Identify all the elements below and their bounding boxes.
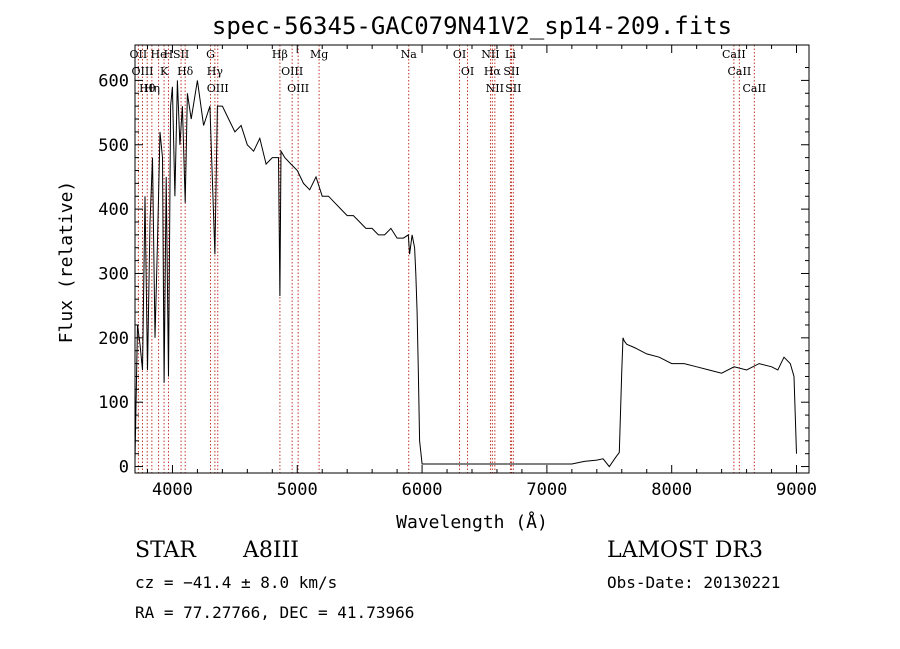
line-label-17: OI	[453, 48, 466, 61]
subclass: A8III	[243, 538, 299, 563]
line-label-25: CaII	[722, 48, 746, 61]
line-label-4: He	[151, 48, 167, 61]
line-label-22: SII	[503, 65, 519, 78]
line-label-12: Hβ	[272, 48, 288, 61]
x-tick-label-6000: 6000	[402, 480, 443, 500]
line-label-27: CaII	[742, 82, 766, 95]
line-label-19: Hα	[484, 65, 502, 78]
survey-name: LAMOST DR3	[607, 538, 763, 563]
line-label-13: OIII	[281, 65, 303, 78]
line-label-6: H	[164, 48, 174, 61]
line-label-23: Li	[505, 48, 516, 61]
line-label-14: OIII	[287, 82, 309, 95]
line-label-0: Hθ	[139, 82, 156, 95]
line-label-8: Hδ	[177, 65, 194, 78]
obs-date: Obs-Date: 20130221	[607, 573, 781, 592]
coordinates: RA = 77.27766, DEC = 41.73966	[135, 603, 415, 622]
line-label-2: OIII	[131, 65, 153, 78]
object-type: STAR	[135, 538, 196, 563]
line-label-11: G	[206, 48, 215, 61]
spectrum-line	[134, 80, 797, 468]
y-axis-ticks: 0 100 200 300 400 500 600	[98, 67, 809, 478]
y-tick-label-0: 0	[119, 458, 129, 478]
x-tick-label-8000: 8000	[651, 480, 692, 500]
line-label-9: OIII	[207, 82, 229, 95]
y-tick-label-200: 200	[98, 329, 129, 349]
plot-frame	[134, 44, 810, 474]
line-label-24: SII	[505, 82, 521, 95]
x-tick-label-4000: 4000	[152, 480, 193, 500]
y-tick-label-100: 100	[98, 393, 129, 413]
line-label-1: OII	[130, 48, 148, 61]
line-label-15: Mg	[310, 48, 328, 61]
line-label-7: SII	[173, 48, 189, 61]
x-tick-label-9000: 9000	[776, 480, 817, 500]
line-markers	[137, 45, 755, 473]
redshift-cz: cz = −41.4 ± 8.0 km/s	[135, 573, 338, 592]
line-label-10: Hγ	[207, 65, 224, 78]
y-tick-label-300: 300	[98, 264, 129, 284]
line-label-16: Na	[401, 48, 418, 61]
line-label-20: NII	[481, 48, 499, 61]
line-label-18: OI	[461, 65, 474, 78]
line-label-21: NII	[486, 82, 504, 95]
chart-title: spec-56345-GAC079N41V2_sp14-209.fits	[212, 12, 732, 40]
line-label-5: K	[160, 65, 169, 78]
x-axis-label: Wavelength (Å)	[396, 511, 548, 533]
y-tick-label-600: 600	[98, 71, 129, 91]
y-tick-label-500: 500	[98, 136, 129, 156]
y-axis-label: Flux (relative)	[56, 181, 77, 344]
x-tick-label-5000: 5000	[277, 480, 318, 500]
y-tick-label-400: 400	[98, 200, 129, 220]
line-label-3: Hη	[144, 82, 160, 95]
x-tick-label-7000: 7000	[526, 480, 567, 500]
x-axis-ticks: 4000 5000 6000 7000 8000 9000	[146, 45, 817, 500]
line-label-26: CaII	[728, 65, 752, 78]
